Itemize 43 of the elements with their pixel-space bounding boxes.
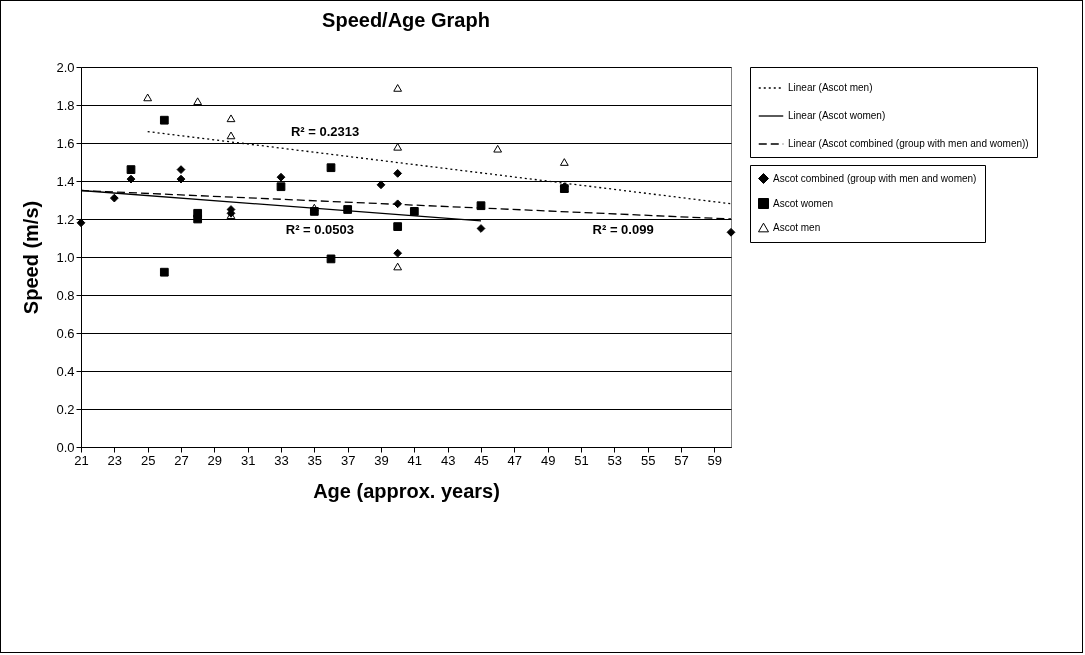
y-axis-title: Speed (m/s): [20, 200, 43, 315]
y-tick-label: 1.4: [56, 173, 75, 189]
x-tick-label: 41: [407, 452, 423, 468]
x-tick-label: 47: [507, 452, 523, 468]
y-tick-label: 2.0: [56, 59, 75, 75]
y-tick-label: 0.0: [56, 439, 75, 455]
y-tick-label: 1.0: [56, 249, 75, 265]
x-tick-label: 59: [707, 452, 723, 468]
x-tick-label: 57: [674, 452, 689, 468]
legend-label: Ascot combined (group with men and women): [773, 172, 977, 184]
x-tick-label: 33: [274, 452, 289, 468]
x-tick-label: 21: [74, 452, 89, 468]
y-tick-label: 0.2: [56, 401, 75, 417]
legend-label: Linear (Ascot men): [788, 82, 873, 93]
legend-label: Linear (Ascot women): [788, 110, 886, 121]
x-tick-label: 31: [240, 452, 256, 468]
x-axis-title: Age (approx. years): [313, 479, 500, 502]
y-tick-label: 0.4: [56, 363, 75, 379]
x-tick-label: 55: [640, 452, 656, 468]
annotation: R² = 0.2313: [290, 123, 360, 139]
y-tick-label: 0.6: [56, 325, 75, 341]
annotation: R² = 0.099: [592, 222, 654, 238]
x-tick-label: 43: [440, 452, 456, 468]
x-tick-label: 29: [207, 452, 223, 468]
x-tick-label: 23: [107, 452, 123, 468]
x-tick-label: 35: [307, 452, 323, 468]
x-tick-label: 45: [474, 452, 489, 468]
y-tick-label: 1.6: [56, 135, 75, 151]
x-tick-label: 49: [540, 452, 556, 468]
annotation: R² = 0.0503: [285, 222, 355, 238]
x-tick-label: 53: [607, 452, 623, 468]
legend-label: Linear (Ascot combined (group with men and women)): [788, 138, 1029, 149]
x-tick-label: 39: [374, 452, 389, 468]
legend-label: Ascot women: [773, 197, 834, 209]
legend-label: Ascot men: [773, 221, 821, 233]
y-tick-label: 1.2: [56, 211, 75, 227]
y-tick-label: 1.8: [56, 97, 75, 113]
chart-title: Speed/Age Graph: [322, 9, 490, 31]
x-tick-label: 25: [140, 452, 156, 468]
x-tick-label: 37: [340, 452, 356, 468]
x-tick-label: 27: [174, 452, 189, 468]
y-tick-label: 0.8: [56, 287, 75, 303]
x-tick-label: 51: [574, 452, 589, 468]
